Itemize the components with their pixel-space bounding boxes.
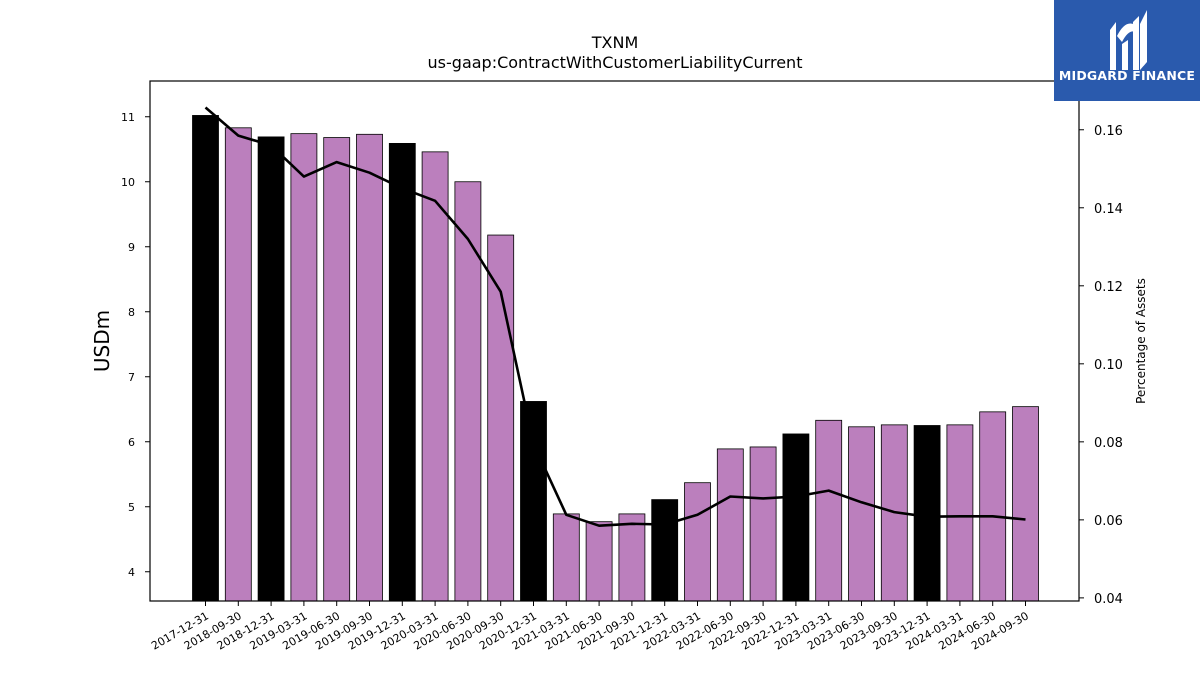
y-tick-label: 7 <box>128 371 135 384</box>
bar-2019-12-31 <box>388 142 416 602</box>
bar-2018-09-30 <box>224 127 252 602</box>
y2-tick-label: 0.08 <box>1094 436 1123 451</box>
bar-2020-06-30 <box>454 181 482 602</box>
y-tick-label: 4 <box>128 566 135 579</box>
y2-tick-label: 0.12 <box>1094 280 1123 295</box>
y2-axis-label: Percentage of Assets <box>1134 278 1148 404</box>
bar-2023-03-31 <box>815 419 843 602</box>
bar-series <box>192 115 1039 602</box>
bar-2023-06-30 <box>848 426 875 602</box>
bar-2022-09-30 <box>749 446 777 602</box>
chart-title: TXNM <box>591 33 639 52</box>
midgard-finance-logo-icon <box>1110 10 1147 70</box>
y2-tick-label: 0.10 <box>1094 358 1123 373</box>
bar-2021-09-30 <box>618 513 646 602</box>
right-y-axis: 0.04 0.06 0.08 0.10 0.12 0.14 0.16 <box>1079 124 1123 607</box>
bar-2023-12-31 <box>913 425 941 602</box>
y-tick-label: 5 <box>128 501 135 514</box>
bar-2024-03-31 <box>946 424 974 602</box>
bar-2019-03-31 <box>290 133 318 602</box>
bar-2024-06-30 <box>979 411 1007 602</box>
brand-logo: MIDGARD FINANCE <box>1054 0 1200 101</box>
bar-2024-09-30 <box>1012 406 1039 602</box>
y-tick-label: 8 <box>128 306 135 319</box>
bar-2019-09-30 <box>356 133 383 602</box>
y2-tick-label: 0.04 <box>1094 592 1123 607</box>
bar-2021-06-30 <box>585 521 613 602</box>
percentage-line-series <box>204 106 1026 528</box>
bar-2022-12-31 <box>782 433 810 602</box>
bar-2017-12-31 <box>192 115 219 602</box>
y2-tick-label: 0.14 <box>1094 202 1123 217</box>
y2-tick-label: 0.16 <box>1094 124 1123 139</box>
brand-logo-text: MIDGARD FINANCE <box>1058 68 1196 83</box>
bar-2021-12-31 <box>651 499 679 602</box>
bar-2020-12-31 <box>520 401 547 602</box>
y-tick-label: 10 <box>121 176 135 189</box>
percentage-of-assets-line <box>204 106 1026 528</box>
y-axis-label: USDm <box>90 310 114 372</box>
bar-2021-03-31 <box>552 513 580 602</box>
y-tick-label: 11 <box>121 111 135 124</box>
bar-2020-03-31 <box>421 151 449 602</box>
y-tick-label: 9 <box>128 241 135 254</box>
plot-frame <box>149 80 1080 602</box>
left-y-axis: 4 5 6 7 8 9 10 11 <box>121 111 150 579</box>
bar-2022-06-30 <box>716 448 744 602</box>
y-tick-label: 6 <box>128 436 135 449</box>
chart-subtitle: us-gaap:ContractWithCustomerLiabilityCur… <box>428 53 803 72</box>
bar-2019-06-30 <box>323 137 351 602</box>
y2-tick-label: 0.06 <box>1094 514 1123 529</box>
bar-2022-03-31 <box>684 482 711 602</box>
x-axis: 2017-12-312018-09-302018-12-312019-03-31… <box>149 601 1031 653</box>
bar-2018-12-31 <box>257 136 285 602</box>
